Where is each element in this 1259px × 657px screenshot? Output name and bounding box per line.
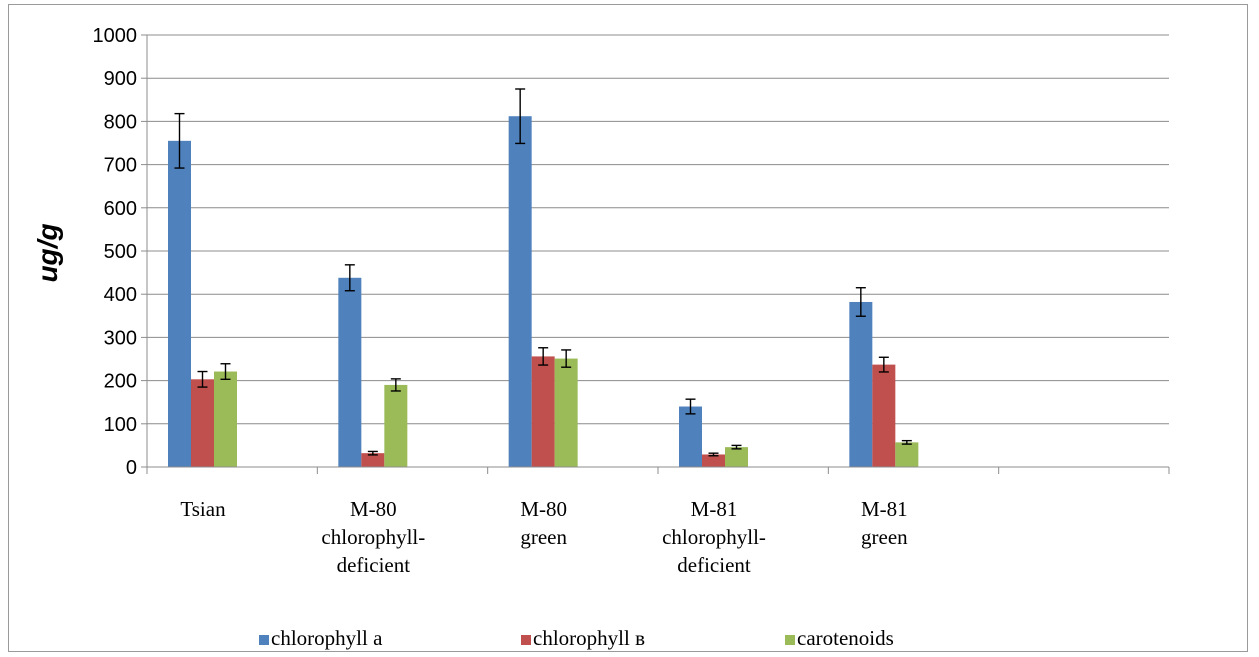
y-tick-label: 500: [104, 241, 137, 263]
legend-swatch: [521, 635, 531, 645]
bar: [191, 379, 214, 467]
legend-swatch: [785, 635, 795, 645]
x-tick-label: M-81 chlorophyll-deficient: [662, 497, 766, 577]
y-tick-label: 300: [104, 327, 137, 349]
bar: [895, 442, 919, 467]
bar: [531, 356, 555, 467]
x-tick-label: Tsian: [180, 497, 226, 521]
chart-frame: 0 100 200 300 400 500 600 700 800 900 1000 Tsian M-…: [8, 4, 1248, 652]
axes: [141, 34, 1170, 474]
bar: [725, 447, 748, 467]
bars: [168, 88, 919, 467]
x-tick-label: M-80 green: [520, 497, 567, 549]
x-tick-label: M-80 chlorophyll-deficient: [321, 497, 425, 577]
bar: [702, 454, 725, 467]
bar: [554, 358, 578, 467]
bar: [214, 371, 237, 467]
bar: [849, 301, 873, 467]
y-tick-label: 0: [126, 457, 137, 479]
y-axis-label: ug/g: [32, 223, 63, 282]
y-tick-labels: 0 100 200 300 400 500 600 700 800 900 1000: [93, 25, 138, 479]
x-tick-labels: Tsian M-80 chlorophyll-deficient M-80 green M…: [180, 497, 908, 577]
legend-label: chlorophyll в: [533, 626, 645, 650]
y-tick-label: 400: [104, 284, 137, 306]
y-tick-label: 800: [104, 111, 137, 133]
y-tick-label: 900: [104, 68, 137, 90]
bar: [508, 116, 532, 467]
bar: [361, 453, 385, 467]
legend-label: carotenoids: [797, 626, 894, 650]
bar: [384, 384, 408, 467]
y-tick-label: 600: [104, 198, 137, 220]
y-tick-label: 1000: [93, 25, 138, 47]
y-tick-label: 700: [104, 155, 137, 177]
bar: [679, 406, 702, 467]
y-tick-label: 100: [104, 414, 137, 436]
legend-swatch: [259, 635, 269, 645]
x-tick-label: M-81 green: [861, 497, 908, 549]
bar: [168, 140, 191, 467]
legend: chlorophyll a chlorophyll в carotenoids: [259, 626, 894, 650]
y-tick-label: 200: [104, 371, 137, 393]
legend-label: chlorophyll a: [271, 626, 383, 650]
bar: [338, 277, 362, 467]
bar: [872, 364, 896, 467]
gridlines: [147, 34, 1169, 425]
bar-chart: 0 100 200 300 400 500 600 700 800 900 1000 Tsian M-…: [32, 25, 1170, 650]
